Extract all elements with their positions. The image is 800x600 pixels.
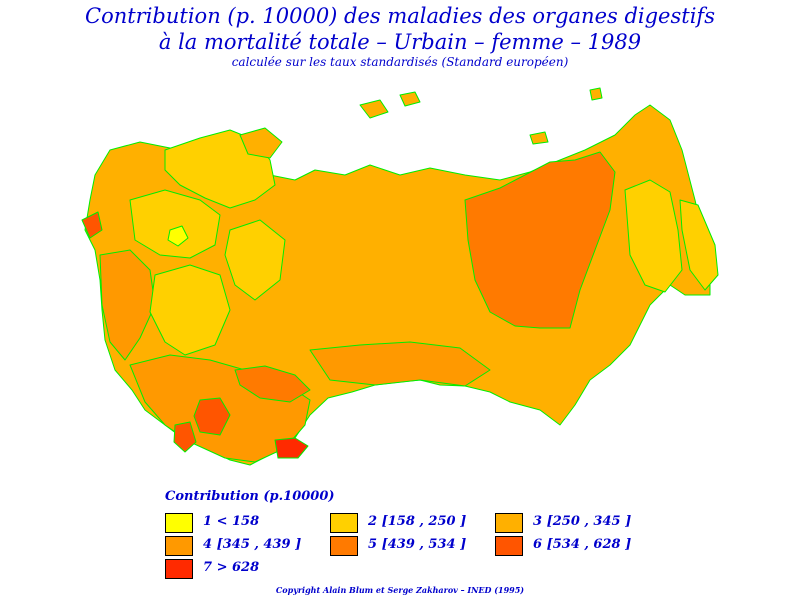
legend-swatch-4 (165, 536, 193, 556)
map-title-line-2: à la mortalité totale – Urbain – femme –… (158, 30, 642, 54)
map-island-2 (399, 91, 421, 107)
map-island-4 (529, 131, 549, 145)
map-region-kola (239, 127, 283, 159)
legend-swatch-5 (330, 536, 358, 556)
legend-label-7: 7 > 628 (203, 560, 260, 575)
map-region-baltic (81, 211, 103, 239)
map-region-turkmen (193, 397, 231, 436)
map-region-kazakh (234, 365, 311, 403)
map-region-fareast (624, 179, 683, 293)
map-title-line-1: Contribution (p. 10000) des maladies des… (85, 4, 715, 28)
legend-label-6: 6 [534 , 628 ] (533, 537, 632, 552)
map-region-kamchatka (679, 199, 719, 291)
map-island-3 (589, 87, 603, 101)
map-region-sakha (464, 151, 616, 329)
map-region-tajik (274, 437, 309, 459)
copyright-notice: Copyright Alain Blum et Serge Zakharov –… (275, 585, 525, 595)
map-island-1 (359, 99, 389, 119)
map-region-central (129, 189, 221, 259)
legend-label-5: 5 [439 , 534 ] (368, 537, 467, 552)
choropleth-map (81, 87, 719, 466)
map-region-west (99, 249, 156, 361)
map-region-southwest (173, 421, 197, 453)
map-region-moscow (167, 225, 189, 247)
map-region-ural (224, 219, 286, 301)
legend-label-2: 2 [158 , 250 ] (368, 514, 467, 529)
legend-title: Contribution (p.10000) (165, 489, 335, 504)
map-subtitle: calculée sur les taux standardisés (Stan… (231, 55, 569, 69)
legend-label-4: 4 [345 , 439 ] (203, 537, 302, 552)
legend-swatch-3 (495, 513, 523, 533)
map-region-south-siberia (309, 341, 491, 387)
legend-swatch-7 (165, 559, 193, 579)
map-region-volga (149, 264, 231, 356)
legend-label-1: 1 < 158 (203, 514, 260, 529)
legend-swatch-2 (330, 513, 358, 533)
legend-swatch-6 (495, 536, 523, 556)
legend-label-3: 3 [250 , 345 ] (533, 514, 632, 529)
legend-swatch-1 (165, 513, 193, 533)
